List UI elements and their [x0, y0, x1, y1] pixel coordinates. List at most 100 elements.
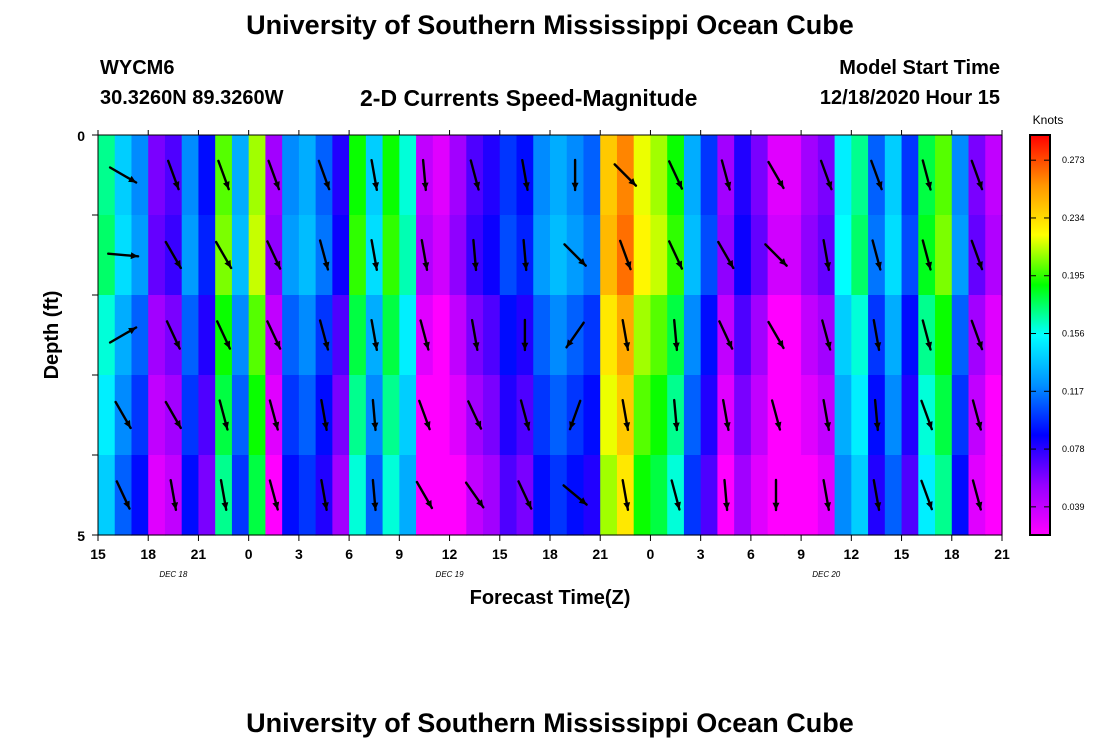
heatmap-cell — [382, 215, 400, 296]
heatmap-cell — [349, 215, 367, 296]
x-tick-label: 12 — [442, 546, 458, 562]
colorbar-label: Knots — [1033, 113, 1064, 127]
heatmap-cell — [282, 135, 300, 216]
y-axis-label: Depth (ft) — [41, 291, 63, 380]
heatmap-cell — [499, 295, 518, 376]
arrow-head — [875, 181, 883, 190]
heatmap-cell — [583, 135, 601, 216]
current-arrow — [370, 319, 379, 351]
heatmap-cell — [985, 215, 1003, 296]
current-arrow — [767, 320, 785, 350]
heatmap-cell — [935, 295, 953, 376]
heatmap-cell — [801, 135, 819, 216]
current-arrow — [565, 321, 585, 349]
heatmap-cell — [650, 375, 668, 456]
heatmap-cell — [533, 375, 551, 456]
current-arrow — [169, 479, 179, 511]
arrow-head — [273, 181, 280, 190]
heatmap-cell — [181, 455, 200, 536]
current-arrow — [370, 158, 379, 192]
station-location: 30.3260N 89.3260W — [100, 87, 284, 109]
arrow-head — [221, 502, 229, 510]
heatmap-cell — [834, 295, 852, 376]
heatmap-cell — [700, 375, 719, 456]
heatmap-cell — [784, 295, 802, 376]
arrow-head — [123, 500, 130, 509]
heatmap-cell — [198, 455, 216, 536]
heatmap-cell — [248, 455, 267, 536]
arrow-head — [674, 501, 681, 510]
heatmap-cell — [750, 295, 769, 376]
heatmap-cell — [298, 215, 317, 296]
heatmap-cell — [683, 135, 702, 216]
current-arrow — [268, 399, 280, 431]
current-arrow — [464, 481, 485, 509]
arrow-head — [322, 341, 330, 350]
arrow-head — [523, 421, 531, 430]
heatmap-cell — [382, 135, 400, 216]
current-arrows — [106, 158, 984, 512]
current-arrow — [165, 320, 181, 350]
arrow-head — [322, 261, 330, 270]
heatmap-cell — [935, 135, 953, 216]
heatmap-cell — [633, 215, 652, 296]
heatmap-cell — [499, 215, 518, 296]
current-arrow — [718, 320, 734, 350]
arrow-head — [423, 341, 430, 350]
arrow-head — [371, 422, 379, 430]
current-arrow — [717, 240, 735, 270]
heatmap-cell — [951, 215, 970, 296]
arrow-head — [273, 260, 281, 269]
current-arrow — [920, 479, 933, 511]
heatmap-cell — [198, 135, 216, 216]
current-arrow — [921, 319, 932, 351]
current-arrow — [770, 399, 782, 431]
arrow-head — [172, 181, 180, 190]
current-arrow — [318, 239, 330, 271]
heatmap-cell — [349, 135, 367, 216]
heatmap-cell — [181, 295, 200, 376]
heatmap-cell — [399, 135, 417, 216]
arrow-head — [672, 422, 680, 430]
heatmap-cell — [951, 455, 970, 536]
heatmap-cell — [985, 135, 1003, 216]
heatmap-cell — [499, 455, 518, 536]
arrow-head — [874, 342, 882, 350]
colorbar-tick-label: 0.156 — [1062, 329, 1085, 339]
arrow-head — [824, 502, 831, 510]
heatmap-cell — [533, 455, 551, 536]
heatmap-cell — [98, 295, 116, 376]
current-arrow — [672, 318, 680, 352]
heatmap-cell — [148, 295, 166, 376]
arrow-head — [423, 421, 431, 430]
heatmap-cell — [550, 135, 568, 216]
heatmap-cell — [181, 215, 200, 296]
heatmap-cell — [834, 455, 852, 536]
current-arrow — [517, 480, 533, 510]
arrow-head — [825, 181, 833, 190]
arrow-head — [473, 181, 480, 190]
current-arrow — [469, 159, 480, 191]
heatmap-cell — [298, 375, 317, 456]
heatmap-cell — [499, 375, 518, 456]
arrow-head — [675, 180, 682, 189]
arrow-head — [522, 182, 530, 190]
arrow-head — [571, 182, 579, 190]
x-tick-label: 21 — [592, 546, 608, 562]
current-arrow — [562, 484, 588, 506]
heatmap-cell — [181, 375, 200, 456]
arrow-head — [474, 420, 482, 429]
date-label: DEC 19 — [436, 570, 465, 579]
arrow-head — [273, 340, 281, 349]
heatmap-cell — [148, 135, 166, 216]
current-arrow — [668, 240, 684, 270]
arrow-head — [624, 261, 632, 270]
arrow-head — [425, 500, 432, 508]
heatmap-cell — [432, 135, 451, 216]
heatmap-cell — [683, 455, 702, 536]
arrow-head — [873, 422, 881, 430]
current-arrow — [115, 480, 131, 510]
heatmap-cell — [483, 295, 501, 376]
arrow-head — [672, 342, 680, 350]
